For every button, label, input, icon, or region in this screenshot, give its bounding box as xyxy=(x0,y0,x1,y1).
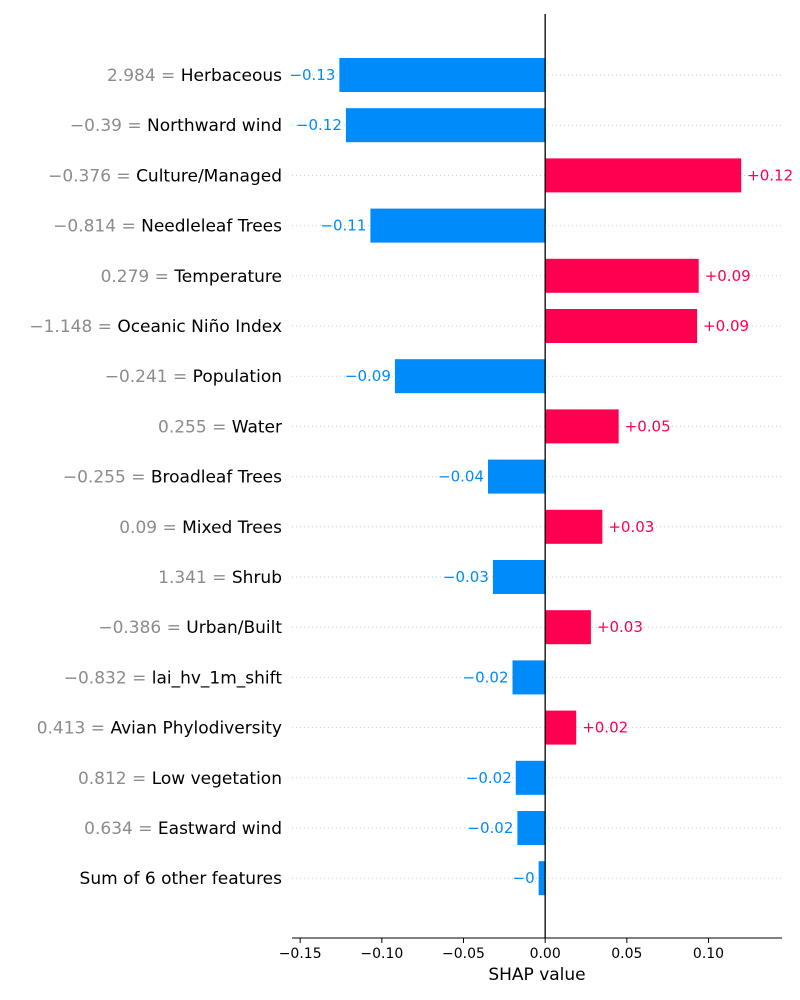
feature-value: −0.255 = xyxy=(63,468,151,488)
feature-name: Herbaceous xyxy=(181,66,282,86)
bar-value-labels: −0.13 −0.12 +0.12 −0.11 +0.09 +0.09 −0.09 +0.05… xyxy=(289,66,793,887)
feature-value: −0.376 = xyxy=(48,166,136,186)
bar-value-label: +0.05 xyxy=(625,417,671,435)
bar-value-label: −0.09 xyxy=(345,367,391,385)
bar-value-label: −0.02 xyxy=(463,668,509,686)
feature-label: 2.984 = Herbaceous xyxy=(107,66,282,86)
bar xyxy=(492,560,546,594)
feature-label: 0.09 = Mixed Trees xyxy=(119,518,282,538)
feature-value: −0.241 = xyxy=(105,367,193,387)
bar xyxy=(512,660,546,695)
feature-label: −0.255 = Broadleaf Trees xyxy=(63,468,282,488)
y-labels: 2.984 = Herbaceous −0.39 = Northward wind… xyxy=(29,66,282,889)
feature-label: 0.812 = Low vegetation xyxy=(78,769,282,789)
feature-name: Eastward wind xyxy=(158,819,282,839)
x-tick-label: 0.10 xyxy=(693,946,724,962)
feature-value: 0.634 = xyxy=(84,819,158,839)
bar-value-label: +0.03 xyxy=(608,518,654,536)
bar xyxy=(517,811,546,845)
feature-value: −0.39 = xyxy=(70,116,147,136)
feature-value: −1.148 = xyxy=(29,317,117,337)
feature-label: −0.376 = Culture/Managed xyxy=(48,166,282,186)
x-tick-label: −0.05 xyxy=(442,946,485,962)
feature-name: Broadleaf Trees xyxy=(151,468,282,488)
feature-label: 0.413 = Avian Phylodiversity xyxy=(37,719,282,739)
feature-name: Population xyxy=(193,367,282,387)
feature-name: Northward wind xyxy=(147,116,282,136)
feature-name: Avian Phylodiversity xyxy=(110,719,282,739)
feature-label: 1.341 = Shrub xyxy=(158,568,282,588)
feature-name: Sum of 6 other features xyxy=(80,869,283,889)
x-tick-label: 0.05 xyxy=(611,946,642,962)
bar-value-label: −0.12 xyxy=(296,116,342,134)
feature-name: Culture/Managed xyxy=(136,166,282,186)
feature-name: Urban/Built xyxy=(186,618,282,638)
bar xyxy=(394,359,546,394)
x-tick-label: 0.00 xyxy=(530,946,561,962)
feature-name: Temperature xyxy=(173,267,282,287)
bar-value-label: −0.02 xyxy=(466,769,512,787)
bar xyxy=(515,760,546,795)
bar-value-label: −0.02 xyxy=(467,819,513,837)
bar xyxy=(339,58,546,92)
feature-label: 0.279 = Temperature xyxy=(101,267,282,287)
feature-name: Oceanic Niño Index xyxy=(117,317,282,337)
feature-label: −0.241 = Population xyxy=(105,367,282,387)
feature-value: 0.413 = xyxy=(37,719,111,739)
bar-value-label: +0.03 xyxy=(597,618,643,636)
bar xyxy=(345,108,546,143)
bar xyxy=(545,409,619,444)
bar-value-label: −0 xyxy=(513,869,535,887)
feature-label: −0.39 = Northward wind xyxy=(70,116,282,136)
feature-label: −0.386 = Urban/Built xyxy=(98,618,282,638)
bar xyxy=(545,258,699,293)
bars xyxy=(339,58,742,896)
bar xyxy=(545,610,591,645)
feature-value: 0.279 = xyxy=(101,267,175,287)
bar xyxy=(545,309,698,343)
feature-name: Low vegetation xyxy=(152,769,282,789)
bar-value-label: −0.03 xyxy=(443,568,489,586)
bar xyxy=(488,459,546,494)
x-axis-title: SHAP value xyxy=(488,965,585,985)
bar xyxy=(545,509,603,544)
feature-name: lai_hv_1m_shift xyxy=(152,668,283,688)
feature-name: Water xyxy=(232,417,282,437)
feature-value: 0.09 = xyxy=(119,518,182,538)
feature-name: Mixed Trees xyxy=(182,518,282,538)
bar xyxy=(538,861,546,896)
bar-value-label: −0.13 xyxy=(289,66,335,84)
bar-value-label: +0.09 xyxy=(705,267,751,285)
feature-name: Shrub xyxy=(232,568,282,588)
feature-label: −0.814 = Needleleaf Trees xyxy=(53,217,282,237)
bar-value-label: +0.02 xyxy=(582,719,628,737)
feature-label: 0.634 = Eastward wind xyxy=(84,819,282,839)
feature-value: 0.255 = xyxy=(158,417,232,437)
feature-value: −0.814 = xyxy=(53,217,141,237)
feature-label: Sum of 6 other features xyxy=(80,869,283,889)
bar xyxy=(545,158,742,193)
feature-value: 2.984 = xyxy=(107,66,181,86)
feature-name: Needleleaf Trees xyxy=(141,217,282,237)
feature-label: −0.832 = lai_hv_1m_shift xyxy=(64,668,283,688)
feature-label: 0.255 = Water xyxy=(158,417,282,437)
bar xyxy=(545,710,577,745)
bar-value-label: +0.12 xyxy=(747,166,793,184)
feature-value: −0.386 = xyxy=(98,618,186,638)
feature-value: −0.832 = xyxy=(64,668,152,688)
bar-value-label: −0.04 xyxy=(438,468,484,486)
x-tick-label: −0.15 xyxy=(279,946,322,962)
feature-value: 0.812 = xyxy=(78,769,152,789)
x-ticks: −0.15 −0.10 −0.05 0.00 0.05 0.10 xyxy=(279,938,724,962)
feature-label: −1.148 = Oceanic Niño Index xyxy=(29,317,282,337)
bar-value-label: −0.11 xyxy=(320,217,366,235)
bar-value-label: +0.09 xyxy=(703,317,749,335)
feature-value: 1.341 = xyxy=(158,568,232,588)
x-tick-label: −0.10 xyxy=(360,946,403,962)
bar xyxy=(370,208,546,243)
